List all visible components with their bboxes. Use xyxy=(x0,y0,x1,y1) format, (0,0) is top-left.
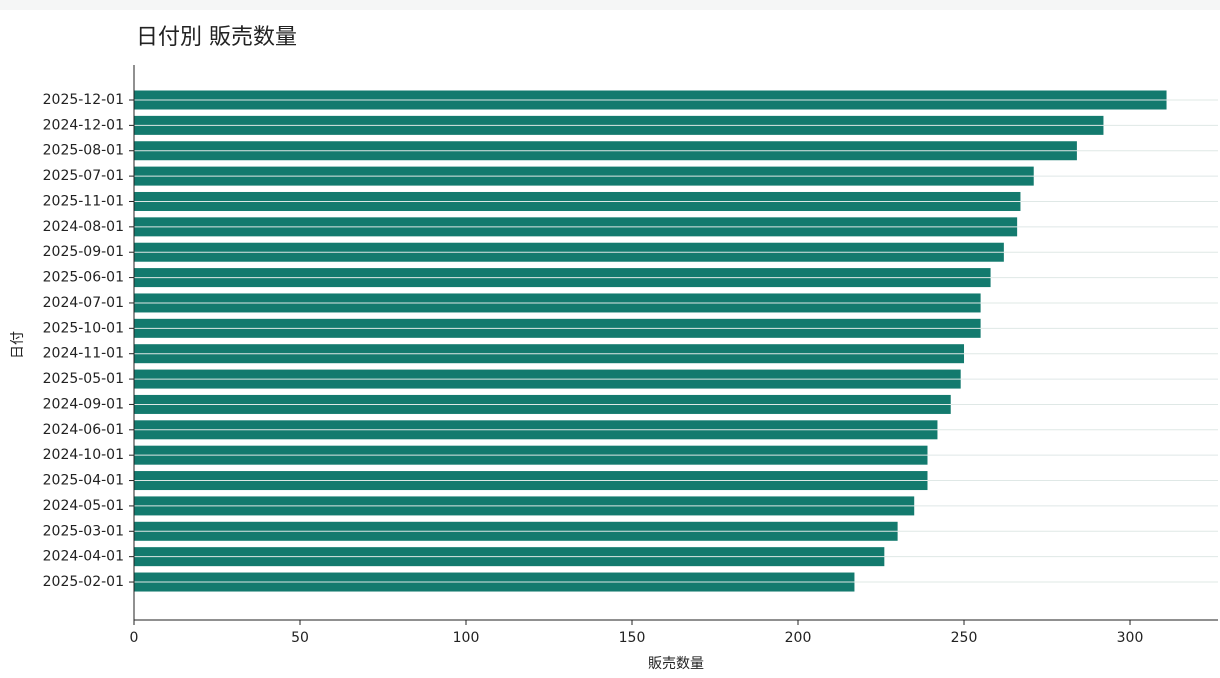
y-tick-label: 2025-05-01 xyxy=(43,371,124,387)
chart-title: 日付別 販売数量 xyxy=(136,25,297,50)
y-tick-label: 2025-03-01 xyxy=(43,523,124,539)
x-tick-label: 250 xyxy=(951,630,978,646)
x-tick-label: 200 xyxy=(785,630,812,646)
y-tick-label: 2024-10-01 xyxy=(43,447,124,463)
y-tick-label: 2025-11-01 xyxy=(43,193,124,209)
y-axis-label: 日付 xyxy=(10,331,26,359)
x-tick-label: 50 xyxy=(291,630,309,646)
x-tick-label: 150 xyxy=(619,630,646,646)
y-tick-label: 2025-04-01 xyxy=(43,473,124,489)
y-tick-label: 2024-12-01 xyxy=(43,117,124,133)
y-tick-label: 2025-12-01 xyxy=(43,92,124,108)
top-strip xyxy=(0,0,1220,10)
y-tick-label: 2024-11-01 xyxy=(43,346,124,362)
y-tick-label: 2025-06-01 xyxy=(43,270,124,286)
y-tick-label: 2025-10-01 xyxy=(43,320,124,336)
x-tick-label: 0 xyxy=(130,630,139,646)
x-tick-label: 300 xyxy=(1117,630,1144,646)
y-tick-label: 2024-07-01 xyxy=(43,295,124,311)
y-tick-label: 2024-05-01 xyxy=(43,498,124,514)
x-axis-label: 販売数量 xyxy=(648,656,704,672)
y-tick-label: 2024-08-01 xyxy=(43,219,124,235)
x-tick-label: 100 xyxy=(453,630,480,646)
y-tick-label: 2024-09-01 xyxy=(43,396,124,412)
y-tick-label: 2024-06-01 xyxy=(43,422,124,438)
y-tick-label: 2025-08-01 xyxy=(43,143,124,159)
y-tick-label: 2025-09-01 xyxy=(43,244,124,260)
y-tick-label: 2024-04-01 xyxy=(43,549,124,565)
y-tick-label: 2025-07-01 xyxy=(43,168,124,184)
y-tick-label: 2025-02-01 xyxy=(43,574,124,590)
